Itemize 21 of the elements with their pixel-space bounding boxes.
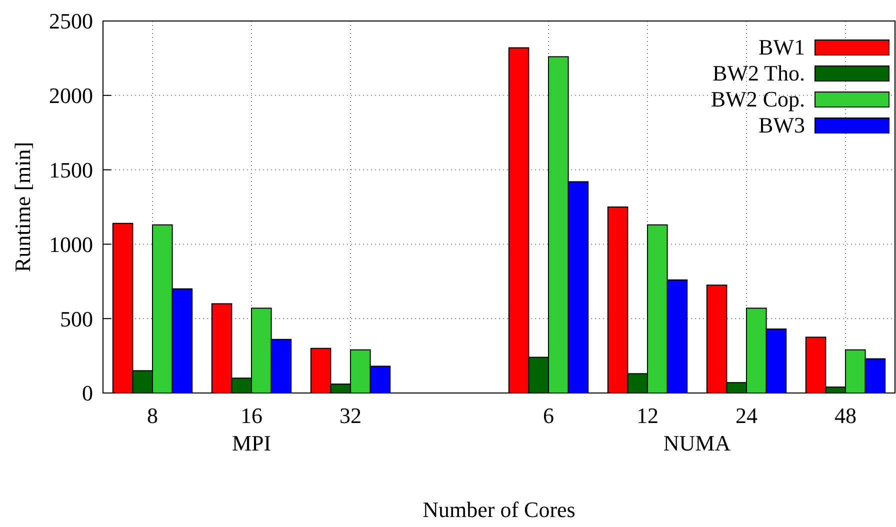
x-tick-label: 24	[736, 403, 758, 428]
legend-label: BW3	[758, 112, 805, 138]
y-tick-label: 0	[82, 380, 93, 406]
x-tick-label: 48	[834, 403, 856, 428]
text: MPI	[232, 430, 272, 456]
y-tick-label: 1000	[49, 232, 93, 257]
y-tick-label: 1500	[49, 158, 93, 182]
y-tick-label: 2000	[49, 83, 93, 108]
y-axis-title: Runtime [min]	[10, 142, 35, 272]
x-tick-label: 16	[240, 403, 262, 428]
x-axis-title: Number of Cores	[422, 497, 576, 522]
x-tick-label: 32	[340, 403, 362, 428]
y-tick-label: 500	[60, 306, 93, 332]
y-tick-label: 2500	[49, 8, 93, 34]
text: NUMA	[663, 430, 731, 456]
x-tick-label: 8	[147, 403, 158, 428]
x-tick-label: 6	[543, 403, 554, 428]
legend-label: BW1	[758, 34, 805, 60]
x-tick-label: 12	[636, 403, 658, 428]
legend-label: BW2 Cop.	[710, 86, 805, 112]
legend-label: BW2 Tho.	[712, 60, 805, 86]
